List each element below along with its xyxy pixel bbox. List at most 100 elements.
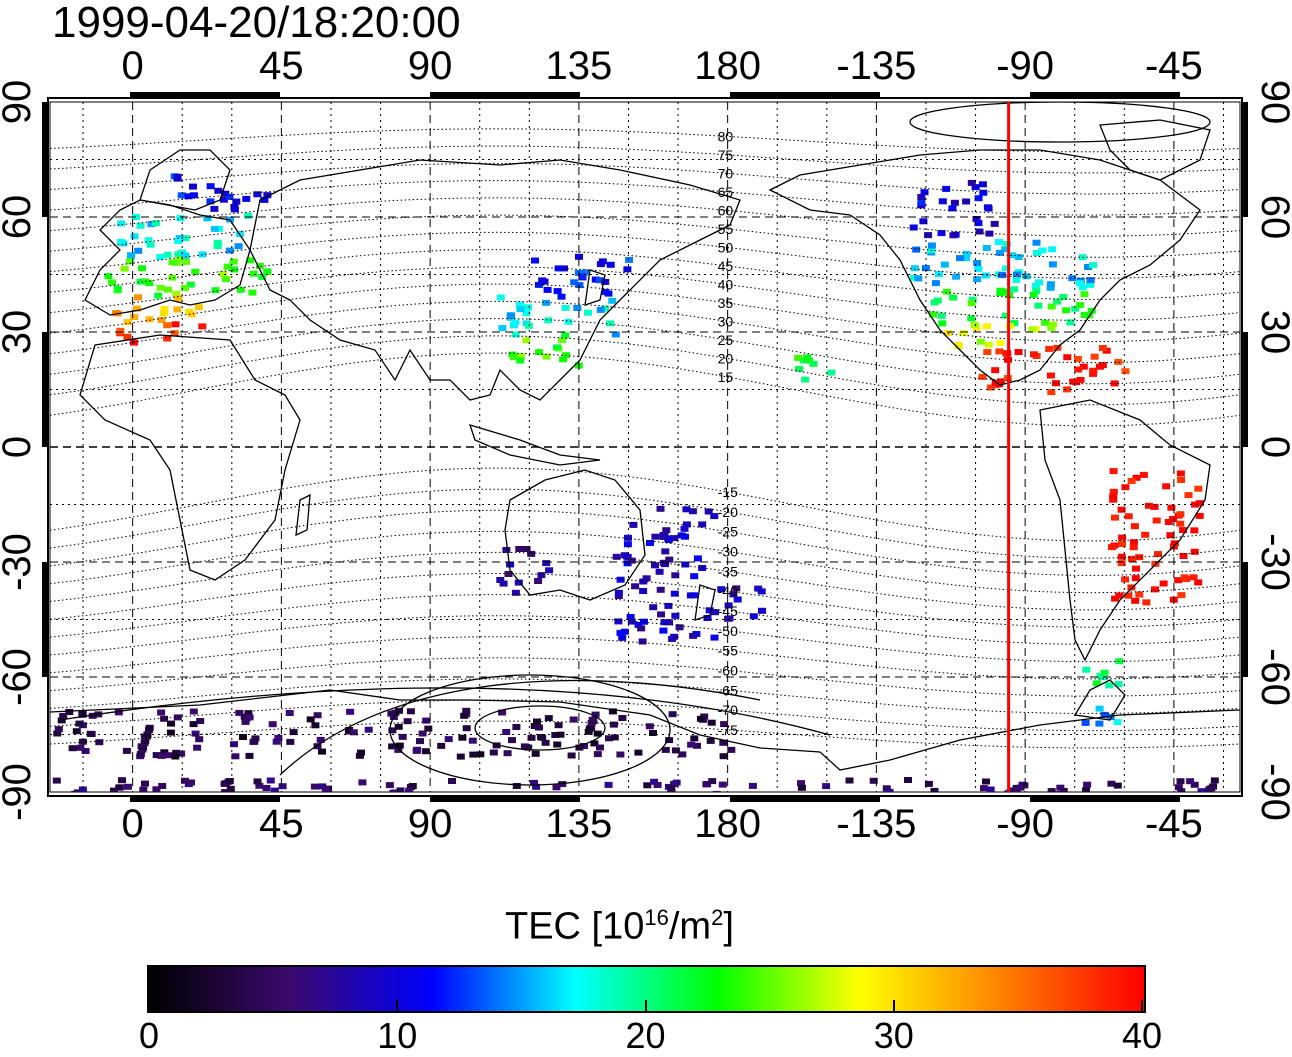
tec-data-cell <box>492 742 501 749</box>
tec-data-cell <box>139 786 148 792</box>
tec-data-cell <box>645 723 654 730</box>
tec-data-cell <box>403 718 412 725</box>
tec-data-cell <box>681 561 690 568</box>
tec-data-cell <box>437 742 446 749</box>
contour-labels: 80 75 70 65 60 55 50 45 40 35 30 25 20 15 -15 -20 -25 -30… <box>718 128 738 738</box>
tec-data-cell <box>157 752 166 759</box>
tec-data-cell <box>136 751 145 757</box>
tec-data-cell <box>242 195 251 202</box>
tec-data-cell <box>575 253 583 260</box>
tec-data-cell <box>507 313 515 319</box>
tec-data-cell <box>1177 592 1186 599</box>
tec-data-cell <box>717 586 726 593</box>
tec-data-cell <box>191 268 200 275</box>
tec-data-cell <box>670 590 679 597</box>
tec-data-cell <box>623 553 632 560</box>
tec-data-cell <box>1073 355 1082 362</box>
tec-data-cell <box>638 638 647 645</box>
tec-data-cell <box>985 230 994 237</box>
tec-data-cell <box>313 743 322 750</box>
tec-data-cell <box>515 546 524 552</box>
tec-data-cell <box>144 237 153 244</box>
tec-data-cell <box>231 753 240 760</box>
tec-data-cell <box>995 249 1004 256</box>
contour-label: -20 <box>718 504 738 520</box>
tec-data-cell <box>604 290 613 297</box>
tec-data-cell <box>1109 493 1118 500</box>
tec-data-cell <box>749 613 758 620</box>
tec-data-cell <box>616 576 625 583</box>
tec-data-cell <box>316 736 325 743</box>
tec-data-cell <box>225 778 234 784</box>
tec-data-cell <box>175 256 184 263</box>
tec-data-cell <box>221 789 230 792</box>
tec-data-cell <box>1074 366 1083 373</box>
tec-data-cell <box>496 294 505 301</box>
colorbar-tick-label: 20 <box>625 1015 666 1056</box>
tec-data-cell <box>927 242 936 249</box>
tec-data-cell <box>73 789 82 792</box>
tec-data-cell <box>146 241 155 248</box>
tec-data-cell <box>395 742 404 749</box>
tec-data-cell <box>610 734 619 741</box>
tec-data-cell <box>251 735 260 742</box>
contour-label: 30 <box>718 314 734 330</box>
tec-data-cell <box>1190 781 1199 788</box>
tec-data-cell <box>1100 711 1109 718</box>
tec-data-cell <box>1002 240 1011 247</box>
tec-data-cell <box>983 349 992 355</box>
tec-data-cell <box>75 720 84 727</box>
tec-data-cell <box>52 777 61 784</box>
tec-data-cell <box>1066 319 1075 326</box>
right-latitude-tick-label: 30 <box>1253 310 1292 355</box>
tec-data-cell <box>1176 511 1185 518</box>
tec-data-cell <box>537 734 545 740</box>
tec-data-cell <box>68 745 77 752</box>
tec-data-cell <box>516 353 525 360</box>
tec-data-cell <box>1114 681 1123 688</box>
tec-data-cell <box>1106 714 1115 720</box>
tec-data-cell <box>57 717 66 724</box>
tec-data-cell <box>173 259 181 266</box>
left-latitude-tick-label: 90 <box>0 80 39 125</box>
tec-data-cell <box>524 304 532 311</box>
tec-data-cell <box>222 276 231 283</box>
tec-data-cell <box>797 780 805 787</box>
tec-data-cell <box>996 339 1005 346</box>
tec-data-cell <box>588 716 597 723</box>
tec-data-cell <box>127 252 136 259</box>
tec-data-cell <box>1020 782 1029 789</box>
tec-data-cell <box>693 742 701 749</box>
tec-data-cell <box>173 173 182 180</box>
tec-data-cell <box>189 721 198 728</box>
tec-data-cell <box>145 316 154 323</box>
tec-data-cell <box>1107 780 1116 787</box>
tec-data-cell <box>194 304 203 311</box>
colorbar-tick-label: 0 <box>138 1015 160 1056</box>
tec-data-cell <box>1010 286 1019 293</box>
tec-data-cell <box>544 317 553 324</box>
tec-data-cell <box>171 321 180 328</box>
bottom-longitude-tick-label: 135 <box>545 802 613 846</box>
magnetic-latitude-contour <box>50 249 1240 300</box>
tec-data-cell <box>1114 358 1123 365</box>
tec-data-cell <box>229 258 238 265</box>
tec-data-cell <box>1046 281 1055 288</box>
tec-data-cell <box>1034 302 1043 309</box>
tec-data-cell <box>510 354 519 361</box>
contour-label: 60 <box>718 202 734 218</box>
tec-data-cell <box>1197 788 1206 792</box>
tec-data-cell <box>921 265 930 272</box>
tec-data-cell <box>665 556 674 563</box>
tec-data-cell <box>668 711 677 718</box>
tec-data-cell <box>718 781 727 788</box>
tec-data-cell <box>313 712 322 719</box>
tec-data-cell <box>919 218 928 225</box>
tec-data-cell <box>132 305 141 312</box>
map-timestamp: 1999-04-20/18:20:00 <box>52 0 461 47</box>
top-longitude-tick-label: -135 <box>836 44 917 88</box>
tec-data-cell <box>748 782 757 789</box>
tec-data-cell <box>1032 283 1040 289</box>
tec-data-cell <box>931 280 940 287</box>
tec-data-cell <box>1047 303 1056 310</box>
